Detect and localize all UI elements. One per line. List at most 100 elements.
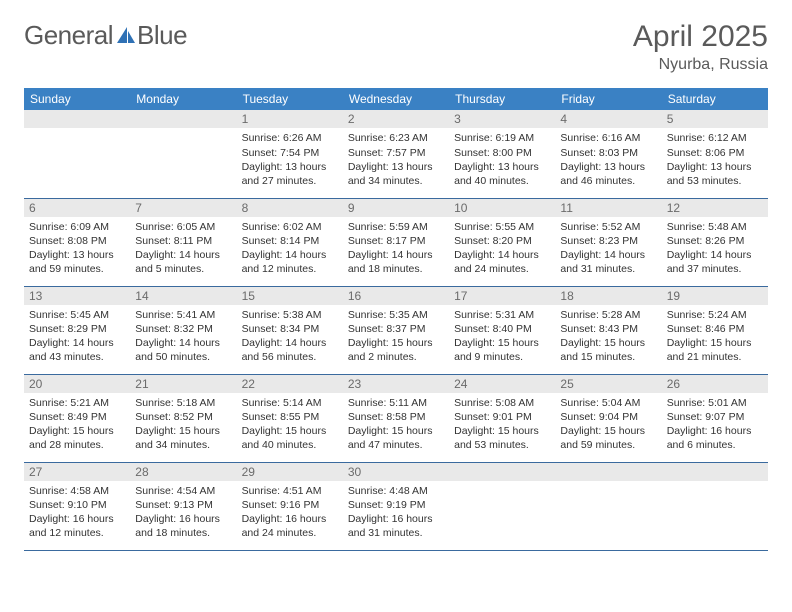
day-content: Sunrise: 5:55 AMSunset: 8:20 PMDaylight:… xyxy=(449,217,555,281)
calendar-col-header: Friday xyxy=(555,88,661,110)
day-number: 27 xyxy=(24,463,130,481)
calendar-day-cell: 20Sunrise: 5:21 AMSunset: 8:49 PMDayligh… xyxy=(24,374,130,462)
day-number: 18 xyxy=(555,287,661,305)
calendar-day-cell: 28Sunrise: 4:54 AMSunset: 9:13 PMDayligh… xyxy=(130,462,236,550)
calendar-day-cell: 22Sunrise: 5:14 AMSunset: 8:55 PMDayligh… xyxy=(237,374,343,462)
calendar-day-cell: 25Sunrise: 5:04 AMSunset: 9:04 PMDayligh… xyxy=(555,374,661,462)
day-number: 14 xyxy=(130,287,236,305)
day-number: 29 xyxy=(237,463,343,481)
calendar-day-cell: 3Sunrise: 6:19 AMSunset: 8:00 PMDaylight… xyxy=(449,110,555,198)
day-number: 12 xyxy=(662,199,768,217)
day-content: Sunrise: 5:35 AMSunset: 8:37 PMDaylight:… xyxy=(343,305,449,369)
calendar-table: SundayMondayTuesdayWednesdayThursdayFrid… xyxy=(24,88,768,551)
day-number: 13 xyxy=(24,287,130,305)
calendar-day-cell: 18Sunrise: 5:28 AMSunset: 8:43 PMDayligh… xyxy=(555,286,661,374)
calendar-col-header: Monday xyxy=(130,88,236,110)
calendar-day-cell xyxy=(662,462,768,550)
calendar-day-cell xyxy=(130,110,236,198)
calendar-day-cell: 16Sunrise: 5:35 AMSunset: 8:37 PMDayligh… xyxy=(343,286,449,374)
day-number: 30 xyxy=(343,463,449,481)
calendar-day-cell: 27Sunrise: 4:58 AMSunset: 9:10 PMDayligh… xyxy=(24,462,130,550)
calendar-header-row: SundayMondayTuesdayWednesdayThursdayFrid… xyxy=(24,88,768,110)
calendar-day-cell: 9Sunrise: 5:59 AMSunset: 8:17 PMDaylight… xyxy=(343,198,449,286)
calendar-day-cell xyxy=(449,462,555,550)
page-location: Nyurba, Russia xyxy=(633,56,768,74)
day-number: 19 xyxy=(662,287,768,305)
day-number xyxy=(24,110,130,128)
day-number: 4 xyxy=(555,110,661,128)
day-number: 25 xyxy=(555,375,661,393)
calendar-day-cell: 17Sunrise: 5:31 AMSunset: 8:40 PMDayligh… xyxy=(449,286,555,374)
calendar-col-header: Tuesday xyxy=(237,88,343,110)
day-content: Sunrise: 6:02 AMSunset: 8:14 PMDaylight:… xyxy=(237,217,343,281)
day-number: 9 xyxy=(343,199,449,217)
day-number: 20 xyxy=(24,375,130,393)
calendar-day-cell: 26Sunrise: 5:01 AMSunset: 9:07 PMDayligh… xyxy=(662,374,768,462)
day-number: 22 xyxy=(237,375,343,393)
day-content: Sunrise: 5:08 AMSunset: 9:01 PMDaylight:… xyxy=(449,393,555,457)
calendar-day-cell xyxy=(24,110,130,198)
day-number xyxy=(662,463,768,481)
day-number: 11 xyxy=(555,199,661,217)
day-content: Sunrise: 5:31 AMSunset: 8:40 PMDaylight:… xyxy=(449,305,555,369)
calendar-day-cell: 1Sunrise: 6:26 AMSunset: 7:54 PMDaylight… xyxy=(237,110,343,198)
day-number: 26 xyxy=(662,375,768,393)
day-content: Sunrise: 5:52 AMSunset: 8:23 PMDaylight:… xyxy=(555,217,661,281)
calendar-col-header: Wednesday xyxy=(343,88,449,110)
calendar-day-cell: 10Sunrise: 5:55 AMSunset: 8:20 PMDayligh… xyxy=(449,198,555,286)
day-number xyxy=(130,110,236,128)
day-number: 3 xyxy=(449,110,555,128)
brand-logo: General Blue xyxy=(24,20,187,51)
day-number: 2 xyxy=(343,110,449,128)
day-number: 1 xyxy=(237,110,343,128)
calendar-day-cell: 2Sunrise: 6:23 AMSunset: 7:57 PMDaylight… xyxy=(343,110,449,198)
calendar-day-cell: 23Sunrise: 5:11 AMSunset: 8:58 PMDayligh… xyxy=(343,374,449,462)
calendar-week-row: 27Sunrise: 4:58 AMSunset: 9:10 PMDayligh… xyxy=(24,462,768,550)
calendar-day-cell: 19Sunrise: 5:24 AMSunset: 8:46 PMDayligh… xyxy=(662,286,768,374)
day-content: Sunrise: 5:24 AMSunset: 8:46 PMDaylight:… xyxy=(662,305,768,369)
calendar-day-cell: 15Sunrise: 5:38 AMSunset: 8:34 PMDayligh… xyxy=(237,286,343,374)
calendar-day-cell: 13Sunrise: 5:45 AMSunset: 8:29 PMDayligh… xyxy=(24,286,130,374)
day-content: Sunrise: 5:59 AMSunset: 8:17 PMDaylight:… xyxy=(343,217,449,281)
day-content: Sunrise: 5:21 AMSunset: 8:49 PMDaylight:… xyxy=(24,393,130,457)
calendar-day-cell: 30Sunrise: 4:48 AMSunset: 9:19 PMDayligh… xyxy=(343,462,449,550)
day-number: 17 xyxy=(449,287,555,305)
day-content: Sunrise: 5:48 AMSunset: 8:26 PMDaylight:… xyxy=(662,217,768,281)
day-content: Sunrise: 6:05 AMSunset: 8:11 PMDaylight:… xyxy=(130,217,236,281)
calendar-week-row: 6Sunrise: 6:09 AMSunset: 8:08 PMDaylight… xyxy=(24,198,768,286)
day-content: Sunrise: 6:26 AMSunset: 7:54 PMDaylight:… xyxy=(237,128,343,192)
day-content: Sunrise: 4:54 AMSunset: 9:13 PMDaylight:… xyxy=(130,481,236,545)
day-content: Sunrise: 5:11 AMSunset: 8:58 PMDaylight:… xyxy=(343,393,449,457)
day-number: 24 xyxy=(449,375,555,393)
calendar-day-cell xyxy=(555,462,661,550)
day-number: 8 xyxy=(237,199,343,217)
page-header: General Blue April 2025 Nyurba, Russia xyxy=(24,20,768,74)
calendar-day-cell: 8Sunrise: 6:02 AMSunset: 8:14 PMDaylight… xyxy=(237,198,343,286)
day-content: Sunrise: 5:18 AMSunset: 8:52 PMDaylight:… xyxy=(130,393,236,457)
brand-name-1: General xyxy=(24,20,113,51)
day-content: Sunrise: 5:28 AMSunset: 8:43 PMDaylight:… xyxy=(555,305,661,369)
calendar-day-cell: 21Sunrise: 5:18 AMSunset: 8:52 PMDayligh… xyxy=(130,374,236,462)
day-number: 6 xyxy=(24,199,130,217)
page-title: April 2025 xyxy=(633,20,768,54)
calendar-week-row: 1Sunrise: 6:26 AMSunset: 7:54 PMDaylight… xyxy=(24,110,768,198)
day-content: Sunrise: 4:58 AMSunset: 9:10 PMDaylight:… xyxy=(24,481,130,545)
day-content: Sunrise: 5:01 AMSunset: 9:07 PMDaylight:… xyxy=(662,393,768,457)
calendar-day-cell: 4Sunrise: 6:16 AMSunset: 8:03 PMDaylight… xyxy=(555,110,661,198)
calendar-day-cell: 6Sunrise: 6:09 AMSunset: 8:08 PMDaylight… xyxy=(24,198,130,286)
day-content: Sunrise: 5:38 AMSunset: 8:34 PMDaylight:… xyxy=(237,305,343,369)
calendar-day-cell: 24Sunrise: 5:08 AMSunset: 9:01 PMDayligh… xyxy=(449,374,555,462)
day-number xyxy=(449,463,555,481)
calendar-body: 1Sunrise: 6:26 AMSunset: 7:54 PMDaylight… xyxy=(24,110,768,550)
day-number: 28 xyxy=(130,463,236,481)
calendar-week-row: 20Sunrise: 5:21 AMSunset: 8:49 PMDayligh… xyxy=(24,374,768,462)
day-number: 5 xyxy=(662,110,768,128)
calendar-col-header: Saturday xyxy=(662,88,768,110)
day-number: 16 xyxy=(343,287,449,305)
calendar-day-cell: 7Sunrise: 6:05 AMSunset: 8:11 PMDaylight… xyxy=(130,198,236,286)
sail-icon xyxy=(115,25,137,47)
calendar-day-cell: 29Sunrise: 4:51 AMSunset: 9:16 PMDayligh… xyxy=(237,462,343,550)
calendar-day-cell: 14Sunrise: 5:41 AMSunset: 8:32 PMDayligh… xyxy=(130,286,236,374)
day-content: Sunrise: 4:48 AMSunset: 9:19 PMDaylight:… xyxy=(343,481,449,545)
day-number: 21 xyxy=(130,375,236,393)
